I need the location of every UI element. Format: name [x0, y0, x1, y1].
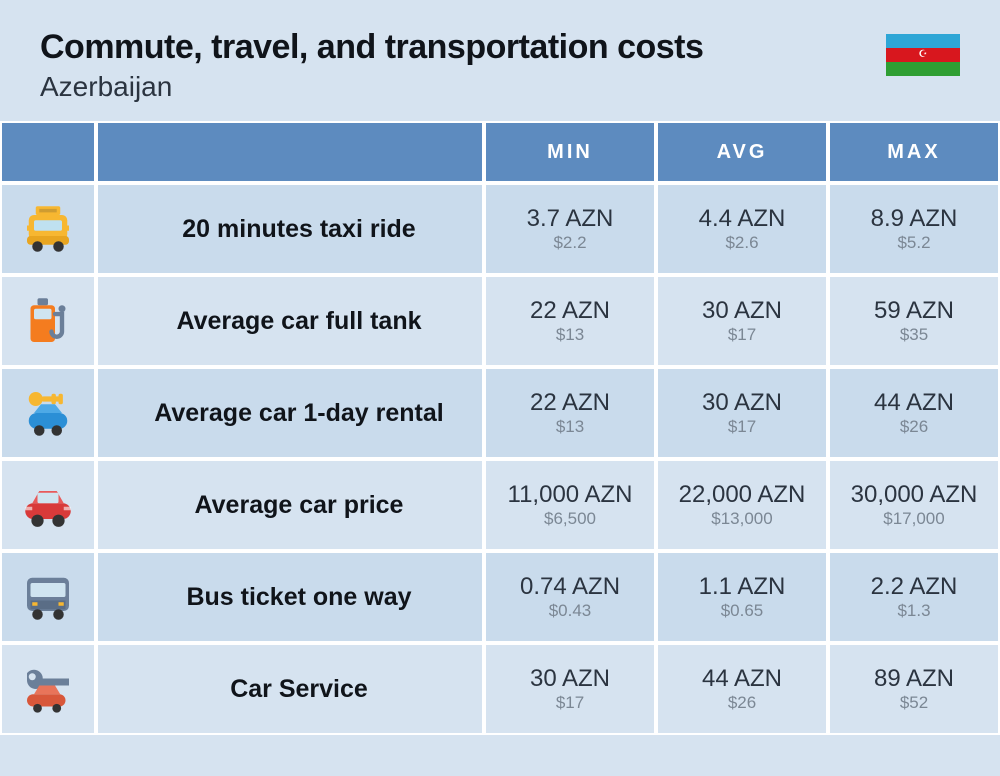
rental-icon [0, 367, 96, 459]
cell-max: 44 AZN$26 [828, 367, 1000, 459]
car-icon [0, 459, 96, 551]
fuel-icon [0, 275, 96, 367]
price-local: 2.2 AZN [830, 573, 998, 602]
price-usd: $17 [486, 693, 654, 713]
cell-min: 22 AZN$13 [484, 367, 656, 459]
row-label: Average car price [96, 459, 484, 551]
price-usd: $17 [658, 417, 826, 437]
price-usd: $5.2 [830, 233, 998, 253]
cell-min: 3.7 AZN$2.2 [484, 183, 656, 275]
price-local: 22,000 AZN [658, 481, 826, 510]
price-local: 0.74 AZN [486, 573, 654, 602]
table-row: Average car 1-day rental22 AZN$1330 AZN$… [0, 367, 1000, 459]
cost-table: MIN AVG MAX 20 minutes taxi ride3.7 AZN$… [0, 121, 1000, 735]
col-label [96, 121, 484, 183]
price-local: 1.1 AZN [658, 573, 826, 602]
price-usd: $35 [830, 325, 998, 345]
cell-avg: 1.1 AZN$0.65 [656, 551, 828, 643]
price-usd: $26 [658, 693, 826, 713]
price-local: 4.4 AZN [658, 205, 826, 234]
table-row: Bus ticket one way0.74 AZN$0.431.1 AZN$0… [0, 551, 1000, 643]
price-usd: $6,500 [486, 509, 654, 529]
page-header: Commute, travel, and transportation cost… [0, 0, 1000, 121]
table-row: Car Service30 AZN$1744 AZN$2689 AZN$52 [0, 643, 1000, 735]
price-local: 30,000 AZN [830, 481, 998, 510]
price-usd: $17,000 [830, 509, 998, 529]
cell-min: 0.74 AZN$0.43 [484, 551, 656, 643]
bus-icon [0, 551, 96, 643]
price-usd: $13 [486, 417, 654, 437]
cell-min: 22 AZN$13 [484, 275, 656, 367]
table-row: Average car price11,000 AZN$6,50022,000 … [0, 459, 1000, 551]
price-local: 89 AZN [830, 665, 998, 694]
cell-max: 30,000 AZN$17,000 [828, 459, 1000, 551]
cell-min: 30 AZN$17 [484, 643, 656, 735]
price-local: 8.9 AZN [830, 205, 998, 234]
flag-azerbaijan: ☪ [886, 34, 960, 76]
price-local: 44 AZN [830, 389, 998, 418]
price-usd: $0.65 [658, 601, 826, 621]
taxi-icon [0, 183, 96, 275]
flag-emblem: ☪ [919, 50, 928, 60]
row-label: 20 minutes taxi ride [96, 183, 484, 275]
cell-avg: 30 AZN$17 [656, 275, 828, 367]
cell-avg: 30 AZN$17 [656, 367, 828, 459]
page-subtitle: Azerbaijan [40, 71, 703, 103]
price-usd: $26 [830, 417, 998, 437]
price-usd: $2.2 [486, 233, 654, 253]
price-usd: $52 [830, 693, 998, 713]
service-icon [0, 643, 96, 735]
table-header-row: MIN AVG MAX [0, 121, 1000, 183]
price-usd: $2.6 [658, 233, 826, 253]
cell-avg: 4.4 AZN$2.6 [656, 183, 828, 275]
table-row: Average car full tank22 AZN$1330 AZN$175… [0, 275, 1000, 367]
row-label: Average car full tank [96, 275, 484, 367]
price-local: 22 AZN [486, 297, 654, 326]
table-row: 20 minutes taxi ride3.7 AZN$2.24.4 AZN$2… [0, 183, 1000, 275]
cell-max: 2.2 AZN$1.3 [828, 551, 1000, 643]
col-min: MIN [484, 121, 656, 183]
price-usd: $13,000 [658, 509, 826, 529]
cell-max: 59 AZN$35 [828, 275, 1000, 367]
price-local: 30 AZN [486, 665, 654, 694]
row-label: Bus ticket one way [96, 551, 484, 643]
price-local: 22 AZN [486, 389, 654, 418]
cell-avg: 44 AZN$26 [656, 643, 828, 735]
cell-min: 11,000 AZN$6,500 [484, 459, 656, 551]
row-label: Average car 1-day rental [96, 367, 484, 459]
cell-avg: 22,000 AZN$13,000 [656, 459, 828, 551]
price-local: 59 AZN [830, 297, 998, 326]
cell-max: 8.9 AZN$5.2 [828, 183, 1000, 275]
price-local: 44 AZN [658, 665, 826, 694]
col-max: MAX [828, 121, 1000, 183]
page-title: Commute, travel, and transportation cost… [40, 28, 703, 67]
col-icon [0, 121, 96, 183]
price-usd: $1.3 [830, 601, 998, 621]
price-local: 11,000 AZN [486, 481, 654, 510]
price-usd: $13 [486, 325, 654, 345]
price-local: 30 AZN [658, 297, 826, 326]
row-label: Car Service [96, 643, 484, 735]
price-local: 30 AZN [658, 389, 826, 418]
price-usd: $17 [658, 325, 826, 345]
price-usd: $0.43 [486, 601, 654, 621]
cell-max: 89 AZN$52 [828, 643, 1000, 735]
title-block: Commute, travel, and transportation cost… [40, 28, 703, 103]
col-avg: AVG [656, 121, 828, 183]
price-local: 3.7 AZN [486, 205, 654, 234]
